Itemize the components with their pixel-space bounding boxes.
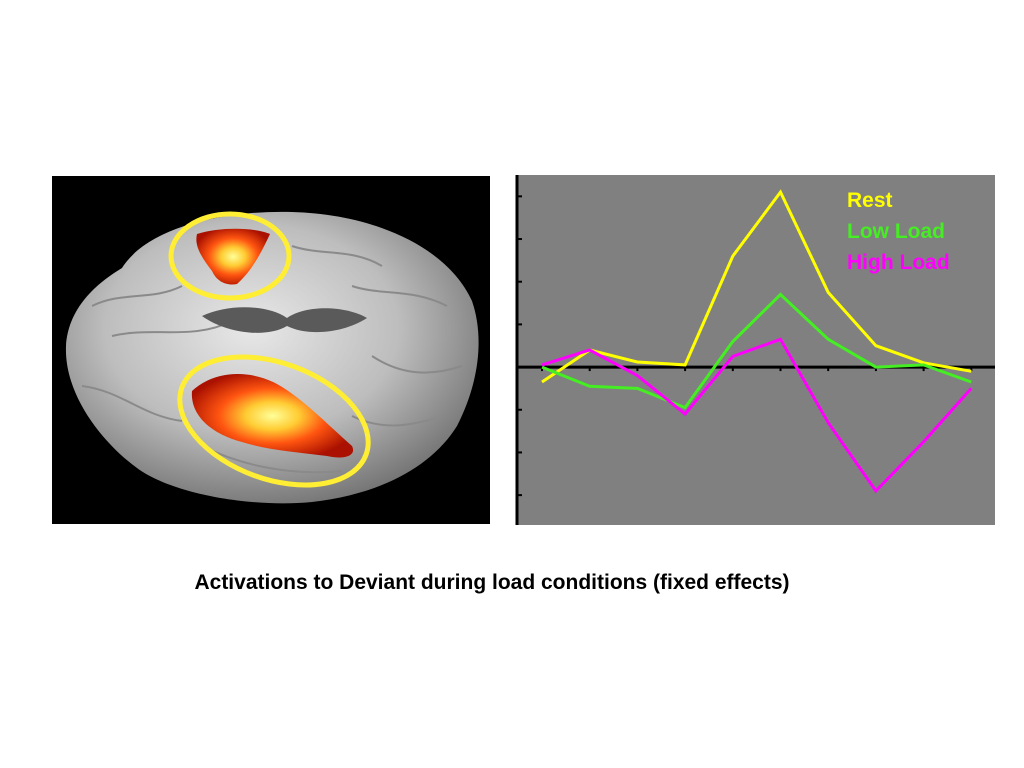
line-chart: Rest Low Load High Load [512, 174, 998, 528]
legend: Rest Low Load High Load [847, 189, 950, 274]
line-chart-svg: Rest Low Load High Load [515, 175, 995, 525]
highlight-ellipse-superior [168, 211, 292, 301]
activation-blob-temporal [191, 374, 354, 458]
ventricles [202, 307, 367, 333]
series-line-rest [541, 189, 972, 384]
plot-area [517, 175, 995, 525]
brain-activation-image [52, 176, 490, 524]
highlight-ellipse-temporal [177, 354, 371, 488]
series-line-low-load [541, 292, 972, 410]
legend-item-low-load: Low Load [847, 220, 945, 243]
legend-item-rest: Rest [847, 189, 893, 212]
series-lines [541, 189, 973, 494]
figure-caption: Activations to Deviant during load condi… [194, 571, 790, 594]
brain-scan-render [65, 211, 479, 504]
series-line-high-load [541, 337, 973, 494]
activation-blob-superior [196, 228, 270, 285]
legend-item-high-load: High Load [847, 251, 950, 274]
axes [515, 175, 995, 525]
cortical-folds [81, 245, 463, 474]
